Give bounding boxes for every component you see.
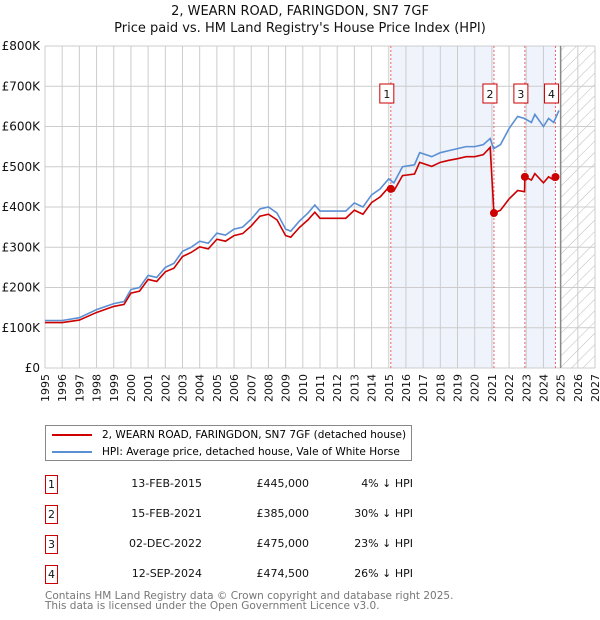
sale-number-badge: 4 <box>45 565 58 584</box>
legend-line-red <box>52 434 92 436</box>
legend-label: 2, WEARN ROAD, FARINGDON, SN7 7GF (detac… <box>102 429 407 441</box>
sale-point <box>489 209 498 218</box>
x-tick-label: 2016 <box>400 374 413 402</box>
x-tick-label: 2002 <box>159 374 172 402</box>
legend-label: HPI: Average price, detached house, Vale… <box>102 446 400 458</box>
sale-point <box>386 184 395 193</box>
x-tick-label: 2015 <box>383 374 396 402</box>
sale-label-box <box>513 83 529 104</box>
x-tick-label: 2027 <box>589 374 600 402</box>
x-tick-label: 2004 <box>194 374 207 402</box>
sale-price: £474,500 <box>256 567 310 580</box>
x-tick-label: 2001 <box>142 374 155 402</box>
sale-hpi-diff: 23% ↓ HPI <box>354 537 413 550</box>
x-tick-label: 2012 <box>331 374 344 402</box>
sale-date: 13-FEB-2015 <box>131 477 202 490</box>
sale-date: 02-DEC-2022 <box>128 537 202 550</box>
y-tick-label: £600K <box>2 120 42 134</box>
sale-label: 1 <box>383 88 390 101</box>
x-tick-label: 2024 <box>537 374 550 402</box>
legend-line-blue <box>52 451 92 453</box>
legend-item-property: 2, WEARN ROAD, FARINGDON, SN7 7GF (detac… <box>52 427 406 443</box>
y-tick-label: £0 <box>25 361 40 375</box>
sale-label: 3 <box>517 88 524 101</box>
x-tick-label: 2006 <box>228 374 241 402</box>
x-tick-label: 2007 <box>245 374 258 402</box>
x-tick-label: 1998 <box>91 374 104 402</box>
x-tick-label: 2000 <box>125 374 138 402</box>
chart-title: 2, WEARN ROAD, FARINGDON, SN7 7GF <box>171 4 429 19</box>
x-tick-label: 2019 <box>452 374 465 402</box>
y-tick-label: £700K <box>2 79 42 93</box>
legend: 2, WEARN ROAD, FARINGDON, SN7 7GF (detac… <box>45 425 412 461</box>
sale-label-box <box>482 83 498 104</box>
x-tick-label: 2013 <box>348 374 361 402</box>
sale-number-badge: 1 <box>45 475 58 494</box>
legend-item-hpi: HPI: Average price, detached house, Vale… <box>52 444 400 460</box>
x-tick-label: 1997 <box>73 374 86 402</box>
chart-plot: 1995 1996 1997 1998 1999 2000 2001 2002 2003 2004… <box>2 39 600 402</box>
y-tick-label: £800K <box>2 39 42 53</box>
x-tick-label: 2020 <box>469 374 482 402</box>
sale-price: £445,000 <box>256 477 310 490</box>
x-tick-label: 2008 <box>262 374 275 402</box>
y-tick-label: £300K <box>2 240 42 254</box>
x-tick-label: 2005 <box>211 374 224 402</box>
footer-licence: This data is licensed under the Open Gov… <box>45 600 380 612</box>
sale-number-badge: 3 <box>45 535 58 554</box>
sale-hpi-diff: 30% ↓ HPI <box>354 507 413 520</box>
x-tick-label: 2025 <box>555 374 568 402</box>
chart-subtitle: Price paid vs. HM Land Registry's House … <box>114 21 486 36</box>
sale-price: £385,000 <box>256 507 310 520</box>
x-tick-label: 2022 <box>503 374 516 402</box>
sale-label: 2 <box>486 88 493 101</box>
y-tick-label: £500K <box>2 160 42 174</box>
x-tick-label: 2009 <box>280 374 293 402</box>
x-tick-label: 2023 <box>520 374 533 402</box>
x-tick-label: 2026 <box>572 374 585 402</box>
sale-price: £475,000 <box>256 537 310 550</box>
sale-hpi-diff: 26% ↓ HPI <box>354 567 413 580</box>
property-price-line <box>45 145 557 324</box>
sale-number-badge: 2 <box>45 505 58 524</box>
x-tick-label: 2010 <box>297 374 310 402</box>
sale-point <box>551 173 560 182</box>
y-tick-label: £100K <box>2 321 42 335</box>
y-tick-label: £400K <box>2 200 42 214</box>
x-tick-label: 2003 <box>177 374 190 402</box>
x-tick-label: 2017 <box>417 374 430 402</box>
sale-date: 15-FEB-2021 <box>131 507 202 520</box>
sale-label-box <box>543 83 559 104</box>
sale-hpi-diff: 4% ↓ HPI <box>361 477 413 490</box>
footer-copyright: Contains HM Land Registry data © Crown c… <box>45 590 454 602</box>
sale-point <box>520 172 529 181</box>
x-tick-label: 1996 <box>56 374 69 402</box>
y-tick-label: £200K <box>2 281 42 295</box>
sale-label: 4 <box>548 88 555 101</box>
x-tick-label: 2011 <box>314 374 327 402</box>
sale-date: 12-SEP-2024 <box>131 567 202 580</box>
x-tick-label: 1999 <box>108 374 121 402</box>
x-tick-label: 1995 <box>39 374 52 402</box>
x-tick-label: 2014 <box>366 374 379 402</box>
x-tick-label: 2018 <box>434 374 447 402</box>
x-tick-label: 2021 <box>486 374 499 402</box>
hpi-line <box>45 110 560 322</box>
sale-label-box <box>379 83 395 104</box>
